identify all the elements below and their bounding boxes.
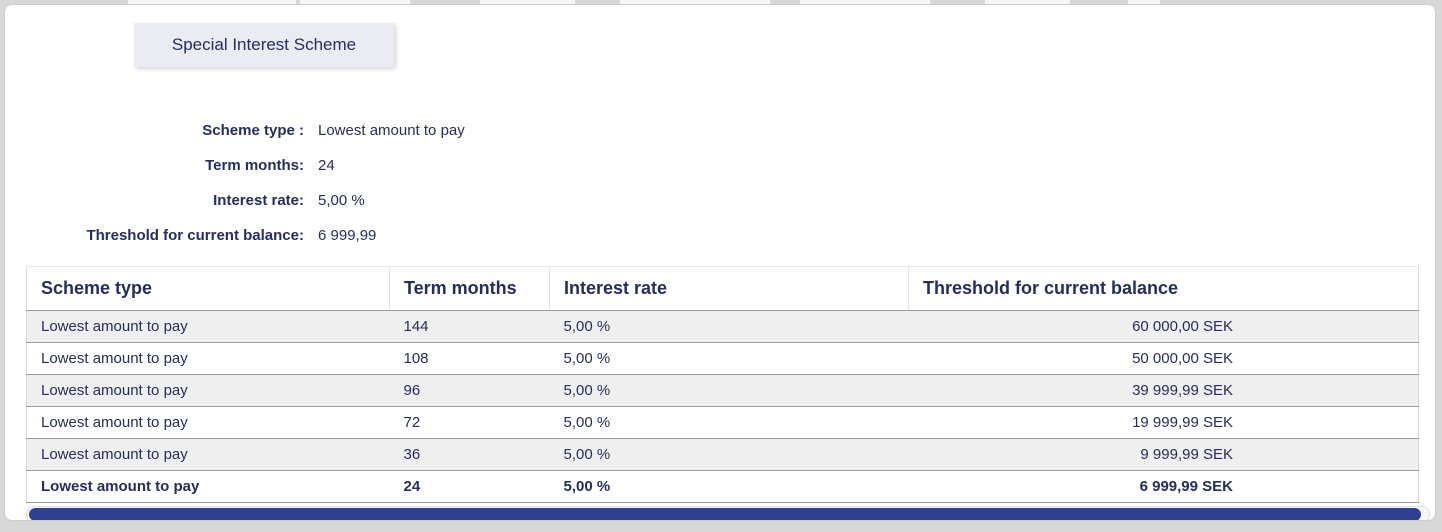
- tab-label: Special Interest Scheme: [171, 35, 357, 54]
- scheme-details: Scheme type : Lowest amount to pay Term mo…: [5, 122, 705, 262]
- top-edge-artifact: [480, 0, 575, 5]
- table-cell: Lowest amount to pay: [26, 406, 390, 439]
- table-cell: 144: [389, 310, 550, 343]
- detail-label: Interest rate:: [213, 192, 304, 209]
- table-cell: 108: [389, 342, 550, 375]
- detail-value: Lowest amount to pay: [318, 122, 465, 139]
- table-cell: 96: [389, 374, 550, 407]
- detail-row: Term months: 24: [5, 157, 705, 175]
- detail-value: 24: [318, 157, 335, 174]
- table-cell: 5,00 %: [549, 374, 909, 407]
- table-cell: 5,00 %: [549, 310, 909, 343]
- column-header[interactable]: Threshold for current balance: [908, 266, 1419, 311]
- table-body: Lowest amount to pay 144 5,00 % 60 000,00 S…: [26, 310, 1419, 503]
- column-header[interactable]: Interest rate: [549, 266, 909, 311]
- table-cell: 5,00 %: [549, 406, 909, 439]
- detail-row: Threshold for current balance: 6 999,99: [5, 227, 705, 245]
- top-edge-artifact: [620, 0, 770, 5]
- scheme-panel: Special Interest Scheme Scheme type : Low…: [4, 4, 1436, 521]
- table-cell: 6 999,99 SEK: [908, 470, 1419, 503]
- table-cell: 24: [389, 470, 550, 503]
- top-edge-artifact: [985, 0, 1070, 5]
- table-cell: 5,00 %: [549, 342, 909, 375]
- table-cell: 19 999,99 SEK: [908, 406, 1419, 439]
- table-cell: 72: [389, 406, 550, 439]
- table-cell: 5,00 %: [549, 470, 909, 503]
- column-header[interactable]: Scheme type: [26, 266, 390, 311]
- table-cell: 50 000,00 SEK: [908, 342, 1419, 375]
- detail-label: Threshold for current balance:: [86, 227, 304, 244]
- table-cell: Lowest amount to pay: [26, 438, 390, 471]
- table-cell: Lowest amount to pay: [26, 374, 390, 407]
- table-cell: 60 000,00 SEK: [908, 310, 1419, 343]
- top-edge-artifact: [128, 0, 296, 5]
- table-cell: 9 999,99 SEK: [908, 438, 1419, 471]
- top-edge-artifact: [300, 0, 410, 5]
- table-cell: Lowest amount to pay: [26, 342, 390, 375]
- table-cell: 39 999,99 SEK: [908, 374, 1419, 407]
- top-edge-artifact: [1128, 0, 1160, 5]
- horizontal-scrollbar-thumb[interactable]: [29, 508, 1421, 520]
- schemes-table: Scheme type Term months Interest rate Thres…: [26, 266, 1419, 503]
- detail-row: Interest rate: 5,00 %: [5, 192, 705, 210]
- table-row[interactable]: Lowest amount to pay 144 5,00 % 60 000,00 S…: [26, 310, 1419, 343]
- detail-label: Scheme type :: [202, 122, 304, 139]
- table-row[interactable]: Lowest amount to pay 72 5,00 % 19 999,99 SE…: [26, 406, 1419, 439]
- horizontal-scrollbar-track[interactable]: [26, 506, 1430, 520]
- detail-row: Scheme type : Lowest amount to pay: [5, 122, 705, 140]
- top-edge-artifact: [800, 0, 930, 5]
- table-row[interactable]: Lowest amount to pay 24 5,00 % 6 999,99 SEK: [26, 470, 1419, 503]
- column-header[interactable]: Term months: [389, 266, 550, 311]
- table-header-row: Scheme type Term months Interest rate Thres…: [26, 266, 1419, 311]
- table-cell: 5,00 %: [549, 438, 909, 471]
- detail-label: Term months:: [205, 157, 304, 174]
- table-cell: Lowest amount to pay: [26, 310, 390, 343]
- table-row[interactable]: Lowest amount to pay 36 5,00 % 9 999,99 SEK: [26, 438, 1419, 471]
- detail-value: 6 999,99: [318, 227, 377, 244]
- tab-special-interest-scheme[interactable]: Special Interest Scheme: [134, 23, 394, 67]
- table-cell: 36: [389, 438, 550, 471]
- table-row[interactable]: Lowest amount to pay 108 5,00 % 50 000,00 S…: [26, 342, 1419, 375]
- table-row[interactable]: Lowest amount to pay 96 5,00 % 39 999,99 SE…: [26, 374, 1419, 407]
- detail-value: 5,00 %: [318, 192, 365, 209]
- table-cell: Lowest amount to pay: [26, 470, 390, 503]
